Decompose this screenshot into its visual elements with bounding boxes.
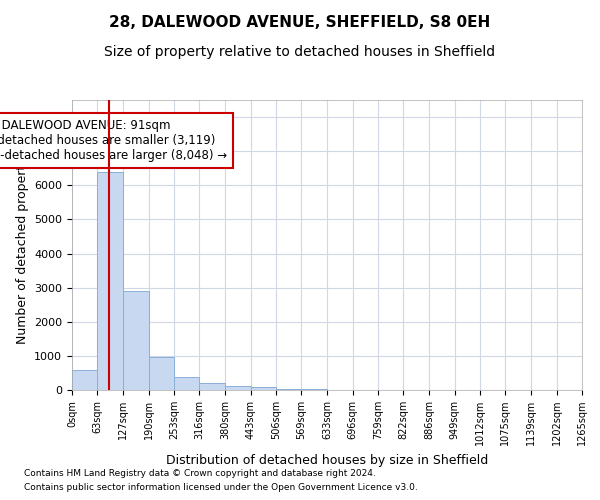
Bar [276,389,301,390]
Bar [149,357,174,390]
Bar [123,291,149,390]
Text: Contains HM Land Registry data © Crown copyright and database right 2024.: Contains HM Land Registry data © Crown c… [24,468,376,477]
Bar [225,386,251,390]
X-axis label: Distribution of detached houses by size in Sheffield: Distribution of detached houses by size … [166,454,488,466]
Bar [72,370,97,390]
Bar [97,172,123,390]
Y-axis label: Number of detached properties: Number of detached properties [16,146,29,344]
Bar [199,383,225,390]
Bar [174,378,199,390]
Text: Size of property relative to detached houses in Sheffield: Size of property relative to detached ho… [104,45,496,59]
Bar [251,387,276,390]
Text: Contains public sector information licensed under the Open Government Licence v3: Contains public sector information licen… [24,484,418,492]
Text: 28 DALEWOOD AVENUE: 91sqm
← 28% of detached houses are smaller (3,119)
71% of se: 28 DALEWOOD AVENUE: 91sqm ← 28% of detac… [0,119,227,162]
Text: 28, DALEWOOD AVENUE, SHEFFIELD, S8 0EH: 28, DALEWOOD AVENUE, SHEFFIELD, S8 0EH [109,15,491,30]
